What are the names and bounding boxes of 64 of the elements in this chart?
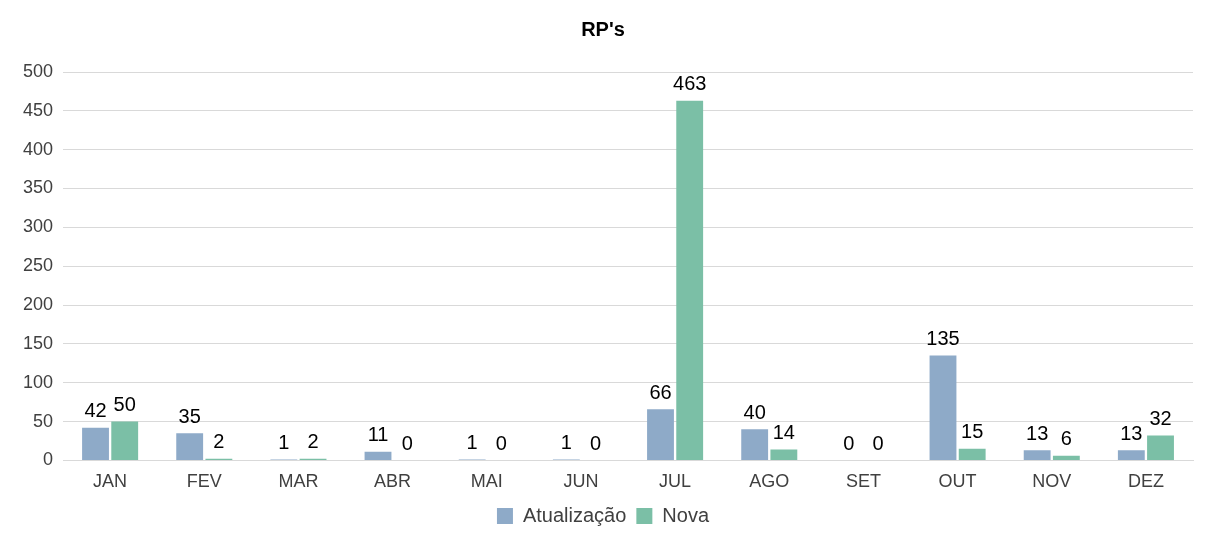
data-label: 6 bbox=[1060, 427, 1072, 450]
data-label: 50 bbox=[113, 393, 136, 416]
x-tick-label: SET bbox=[845, 471, 881, 492]
data-label: 0 bbox=[843, 431, 855, 454]
x-tick-label: ABR bbox=[374, 471, 412, 492]
bar bbox=[741, 429, 769, 460]
bar bbox=[1023, 450, 1051, 460]
data-label: 15 bbox=[961, 420, 984, 443]
data-label: 1 bbox=[560, 431, 572, 454]
data-label: 40 bbox=[743, 400, 766, 423]
bar bbox=[1147, 435, 1174, 460]
data-label: 135 bbox=[926, 327, 960, 350]
data-label: 14 bbox=[772, 421, 795, 444]
data-label: 32 bbox=[1149, 407, 1172, 430]
y-tick-label: 50 bbox=[33, 410, 54, 431]
bar bbox=[111, 421, 139, 460]
data-label: 1 bbox=[278, 431, 290, 454]
data-label: 66 bbox=[649, 380, 672, 403]
y-tick-label: 100 bbox=[22, 371, 54, 392]
x-tick-label: NOV bbox=[1032, 471, 1072, 492]
x-tick-label: MAI bbox=[470, 471, 503, 492]
bar bbox=[176, 433, 204, 460]
data-label: 35 bbox=[178, 404, 201, 427]
y-tick-label: 300 bbox=[22, 216, 54, 237]
data-label: 42 bbox=[84, 399, 107, 422]
bar bbox=[647, 409, 674, 460]
data-label: 0 bbox=[589, 431, 602, 454]
y-tick-label: 450 bbox=[22, 99, 54, 120]
y-tick-label: 0 bbox=[43, 449, 54, 470]
data-label: 1 bbox=[466, 431, 478, 454]
bar bbox=[82, 427, 109, 460]
bar bbox=[770, 449, 798, 460]
chart-title: RP's bbox=[581, 17, 625, 40]
y-tick-label: 500 bbox=[22, 60, 54, 81]
bar bbox=[958, 448, 986, 460]
x-tick-label: FEV bbox=[186, 471, 222, 492]
x-tick-label: JUL bbox=[659, 471, 692, 492]
x-tick-label: DEZ bbox=[1127, 471, 1164, 492]
x-tick-label: MAR bbox=[278, 471, 319, 492]
bar bbox=[364, 451, 392, 460]
y-tick-label: 200 bbox=[22, 294, 54, 315]
bar bbox=[929, 355, 957, 460]
legend-label: Nova bbox=[662, 503, 710, 526]
bar bbox=[1117, 450, 1145, 460]
data-label: 463 bbox=[673, 72, 707, 95]
data-label: 2 bbox=[213, 430, 225, 453]
y-tick-label: 150 bbox=[22, 332, 54, 353]
y-tick-label: 400 bbox=[22, 138, 54, 159]
data-label: 0 bbox=[495, 431, 507, 454]
data-label: 2 bbox=[307, 430, 319, 453]
y-tick-label: 250 bbox=[22, 255, 54, 276]
y-tick-label: 350 bbox=[22, 177, 54, 198]
data-label: 11 bbox=[367, 423, 389, 446]
data-label: 0 bbox=[401, 431, 413, 454]
bar bbox=[1052, 455, 1080, 460]
legend-label: Atualização bbox=[522, 503, 627, 526]
x-tick-label: OUT bbox=[938, 471, 977, 492]
data-label: 0 bbox=[872, 431, 884, 454]
bar bbox=[676, 100, 704, 460]
x-tick-label: AGO bbox=[749, 471, 790, 492]
x-tick-label: JAN bbox=[93, 471, 128, 492]
data-label: 13 bbox=[1120, 421, 1143, 444]
x-tick-label: JUN bbox=[563, 471, 599, 492]
data-label: 13 bbox=[1026, 421, 1049, 444]
